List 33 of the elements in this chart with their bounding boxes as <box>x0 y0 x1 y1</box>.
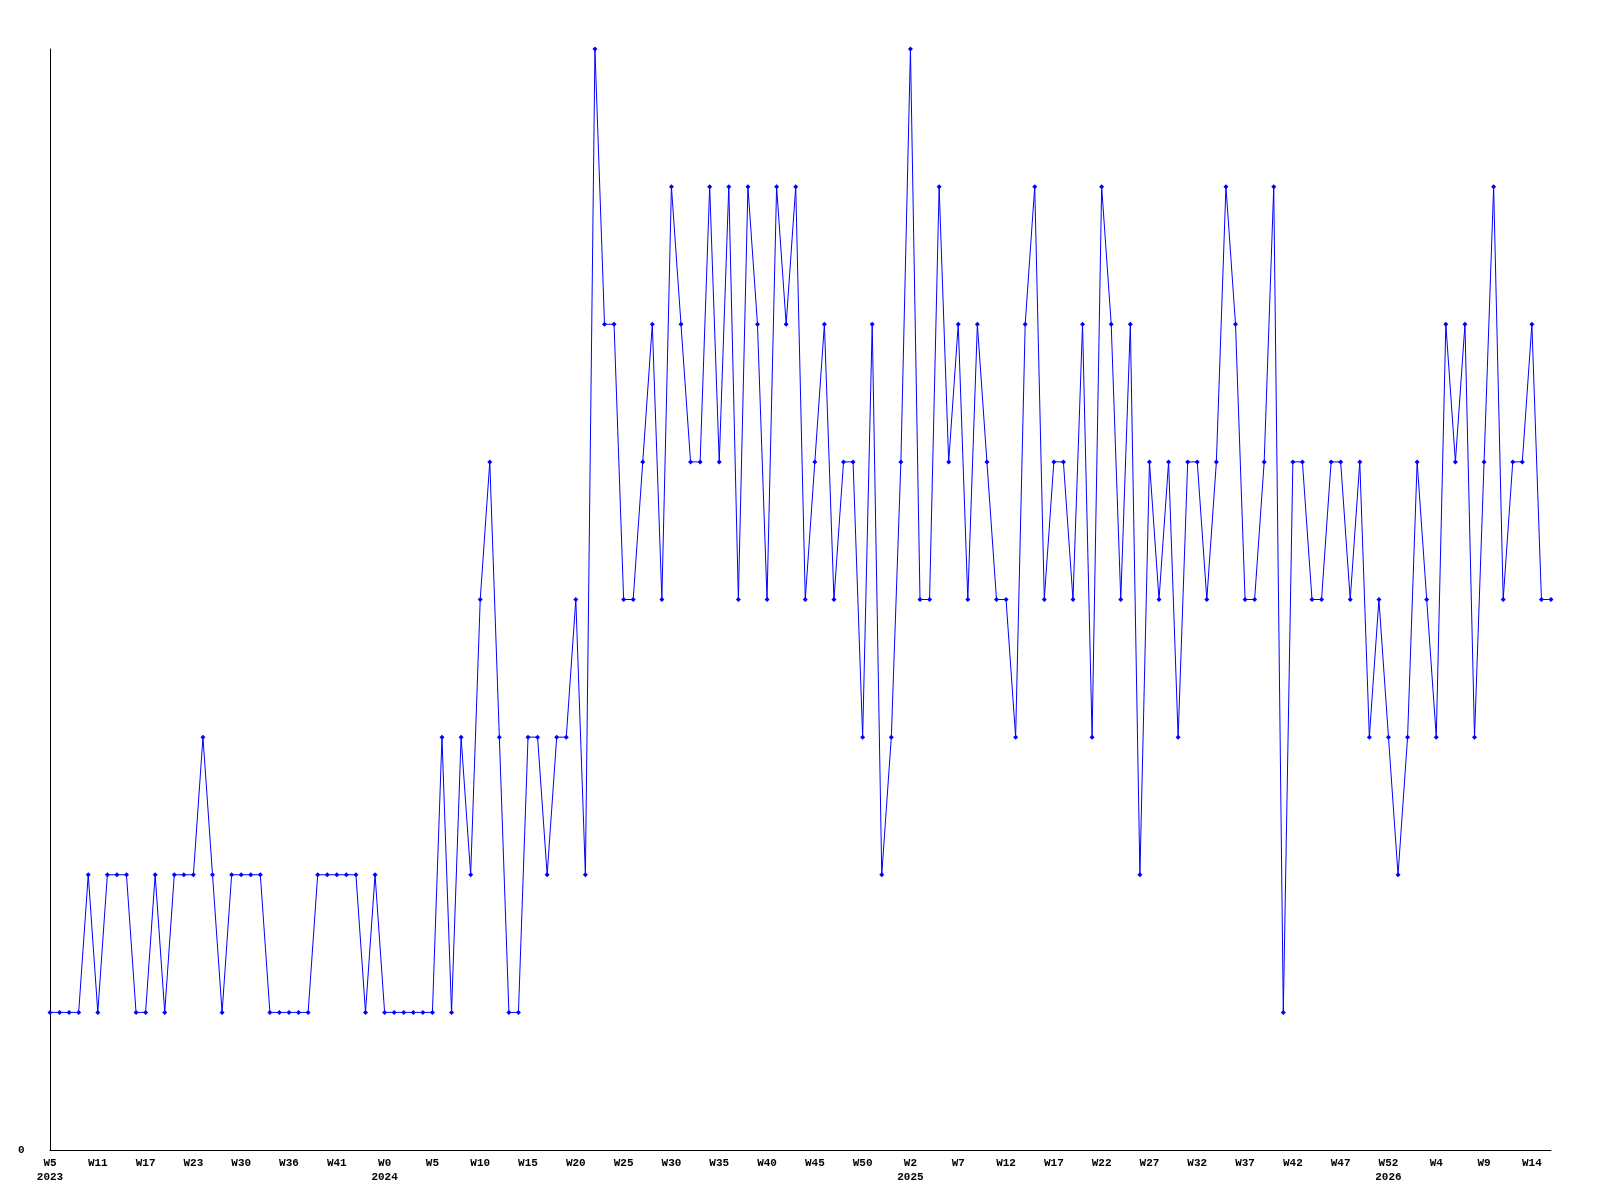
x-tick-label: W5 2023 <box>36 1157 64 1183</box>
x-tick-label: W22 <box>1091 1157 1112 1169</box>
x-tick-label: W32 <box>1187 1157 1208 1169</box>
x-tick-label: W4 <box>1429 1157 1444 1169</box>
x-tick-label: W5 <box>425 1157 440 1169</box>
x-tick-label: W47 <box>1330 1157 1351 1169</box>
x-tick-label: W35 <box>709 1157 730 1169</box>
x-tick-label: W30 <box>661 1157 682 1169</box>
x-tick-label: W27 <box>1139 1157 1160 1169</box>
x-tick-label: W15 <box>518 1157 539 1169</box>
x-tick-label: W30 <box>231 1157 252 1169</box>
x-tick-label: W7 <box>951 1157 965 1169</box>
x-tick-label: W41 <box>326 1157 348 1169</box>
x-tick-label: W20 <box>565 1157 586 1169</box>
x-tick-label: W23 <box>183 1157 204 1169</box>
x-tick-label: W25 <box>613 1157 634 1169</box>
x-tick-label: W50 <box>852 1157 873 1169</box>
x-tick-label: W17 <box>1043 1157 1064 1169</box>
x-tick-label: W36 <box>279 1157 299 1169</box>
x-tick-label: W42 <box>1282 1157 1303 1169</box>
x-tick-label: W45 <box>804 1157 826 1169</box>
x-tick-label: W40 <box>757 1157 777 1169</box>
x-tick-label: W0 2024 <box>371 1157 399 1183</box>
x-tick-label: W11 <box>87 1157 109 1169</box>
x-tick-label: W37 <box>1235 1157 1255 1169</box>
x-tick-label: W9 <box>1477 1157 1491 1169</box>
x-tick-label: W14 <box>1521 1157 1543 1169</box>
x-tick-label: W12 <box>996 1157 1016 1169</box>
x-tick-label: W10 <box>470 1157 491 1169</box>
x-tick-label: W17 <box>135 1157 156 1169</box>
x-tick-label: W52 2026 <box>1375 1157 1402 1183</box>
text: 0 <box>18 1143 25 1156</box>
x-tick-label: W2 2025 <box>897 1157 925 1183</box>
